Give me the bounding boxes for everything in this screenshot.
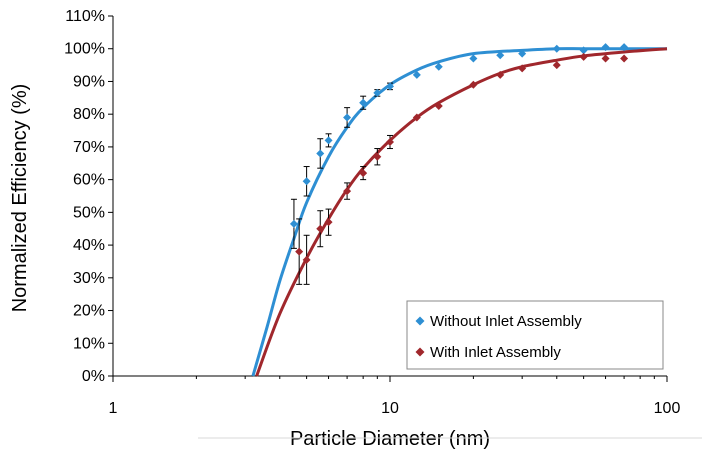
data-point-series-2	[295, 247, 304, 256]
ticks-layer: 0% 10% 20% 30% 40% 50% 60% 70% 80% 90% 100% 110% 1 10…	[64, 8, 680, 417]
x-tick-label: 10	[381, 400, 399, 417]
data-point-series-1	[579, 46, 588, 55]
data-point-series-1	[373, 88, 382, 97]
data-point-series-1	[343, 113, 352, 122]
y-tick-label: 50%	[73, 204, 105, 221]
y-tick-label: 110%	[65, 8, 105, 25]
y-axis-title: Normalized Efficiency (%)	[9, 84, 31, 313]
data-point-series-1	[289, 219, 298, 228]
data-point-series-2	[412, 113, 421, 122]
data-point-series-2	[579, 52, 588, 61]
data-point-series-1	[359, 98, 368, 107]
y-tick-label: 10%	[73, 335, 105, 352]
data-point-series-2	[496, 70, 505, 79]
y-tick-label: 30%	[73, 270, 105, 287]
data-point-series-1	[316, 149, 325, 158]
data-point-series-2	[324, 218, 333, 227]
y-tick-label: 90%	[73, 73, 105, 90]
y-tick-label: 80%	[73, 106, 105, 123]
y-tick-label: 70%	[73, 139, 105, 156]
data-point-series-2	[359, 169, 368, 178]
data-point-series-1	[302, 177, 311, 186]
data-point-series-1	[386, 82, 394, 91]
fit-line-series-2	[255, 47, 668, 377]
data-point-series-2	[601, 54, 610, 63]
points-layer	[289, 43, 629, 264]
data-point-series-1	[469, 54, 478, 63]
legend-marker-series-2	[415, 347, 425, 357]
y-tick-label: 60%	[73, 172, 105, 189]
data-point-series-2	[302, 255, 311, 264]
data-point-series-2	[316, 224, 325, 233]
x-tick-label: 1	[109, 400, 118, 417]
data-point-series-2	[518, 64, 527, 73]
x-axis-title: Particle Diameter (nm)	[290, 428, 490, 450]
data-point-series-1	[324, 136, 333, 145]
data-point-series-1	[620, 43, 629, 52]
y-axis-title-group: Normalized Efficiency (%)	[9, 84, 31, 313]
data-point-series-1	[434, 62, 443, 71]
data-point-series-2	[469, 80, 478, 89]
data-point-series-1	[552, 44, 561, 53]
y-tick-label: 20%	[73, 303, 105, 320]
data-point-series-1	[601, 43, 610, 52]
legend-marker-series-1	[415, 316, 425, 326]
data-point-series-1	[412, 70, 421, 79]
data-point-series-2	[434, 102, 443, 110]
y-tick-label: 100%	[64, 41, 105, 58]
legend-box	[406, 300, 664, 370]
data-point-series-1	[496, 51, 505, 60]
legend: Without Inlet Assembly With Inlet Assembl…	[406, 300, 664, 370]
legend-label-series-1: Without Inlet Assembly	[430, 313, 582, 330]
data-point-series-2	[373, 152, 382, 161]
data-point-series-2	[343, 187, 352, 196]
data-point-series-1	[518, 49, 527, 58]
x-tick-label: 100	[654, 400, 681, 417]
data-point-series-2	[386, 138, 394, 146]
y-tick-label: 40%	[73, 237, 105, 254]
y-tick-label: 0%	[82, 368, 105, 385]
data-point-series-2	[552, 61, 561, 70]
data-point-series-2	[620, 54, 629, 63]
legend-label-series-2: With Inlet Assembly	[430, 344, 561, 361]
axes-layer	[112, 16, 667, 377]
